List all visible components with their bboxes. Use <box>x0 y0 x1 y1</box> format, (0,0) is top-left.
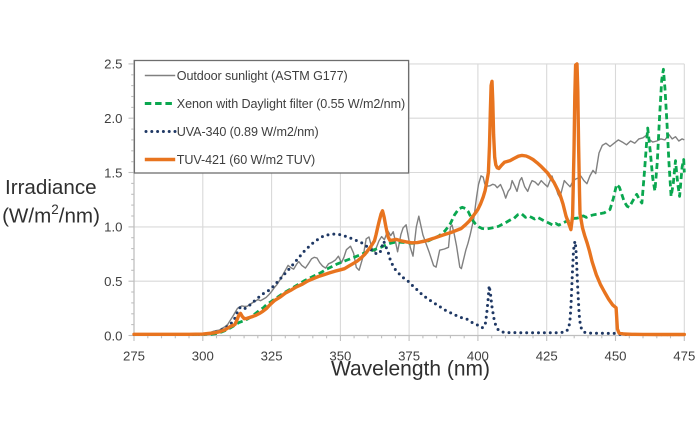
svg-text:325: 325 <box>261 349 283 364</box>
svg-text:Irradiance: Irradiance <box>5 176 97 199</box>
svg-text:425: 425 <box>536 349 558 364</box>
svg-text:TUV-421 (60 W/m2 TUV): TUV-421 (60 W/m2 TUV) <box>177 153 315 167</box>
svg-text:375: 375 <box>398 349 420 364</box>
svg-text:UVA-340 (0.89 W/m2/nm): UVA-340 (0.89 W/m2/nm) <box>177 125 319 139</box>
svg-text:2.0: 2.0 <box>104 111 122 126</box>
svg-text:2.5: 2.5 <box>104 57 122 72</box>
svg-text:475: 475 <box>673 349 695 364</box>
svg-text:1.5: 1.5 <box>104 165 122 180</box>
svg-text:0.0: 0.0 <box>104 328 122 343</box>
svg-text:Wavelength (nm): Wavelength (nm) <box>331 358 490 381</box>
svg-text:0.5: 0.5 <box>104 274 122 289</box>
svg-text:350: 350 <box>329 349 351 364</box>
svg-text:(W/m2/nm): (W/m2/nm) <box>2 202 100 227</box>
svg-text:275: 275 <box>123 349 145 364</box>
svg-text:1.0: 1.0 <box>104 220 122 235</box>
svg-text:300: 300 <box>192 349 214 364</box>
svg-text:Outdoor sunlight (ASTM G177): Outdoor sunlight (ASTM G177) <box>177 69 348 83</box>
svg-text:450: 450 <box>604 349 626 364</box>
svg-text:Xenon with Daylight filter (0.: Xenon with Daylight filter (0.55 W/m2/nm… <box>177 97 405 111</box>
svg-text:400: 400 <box>467 349 489 364</box>
